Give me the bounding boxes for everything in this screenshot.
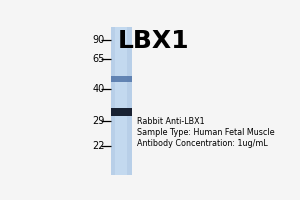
Bar — [111, 76, 132, 82]
Bar — [111, 108, 132, 116]
Text: Sample Type: Human Fetal Muscle: Sample Type: Human Fetal Muscle — [137, 128, 275, 137]
Text: Rabbit Anti-LBX1: Rabbit Anti-LBX1 — [137, 117, 205, 126]
Text: 65: 65 — [92, 54, 105, 64]
Text: 40: 40 — [93, 84, 105, 94]
Text: LBX1: LBX1 — [118, 29, 190, 53]
Text: 29: 29 — [92, 116, 105, 126]
Text: 22: 22 — [92, 141, 105, 151]
Bar — [115, 27, 128, 175]
Bar — [111, 27, 132, 175]
Text: Antibody Concentration: 1ug/mL: Antibody Concentration: 1ug/mL — [137, 139, 268, 148]
Text: 90: 90 — [93, 35, 105, 45]
